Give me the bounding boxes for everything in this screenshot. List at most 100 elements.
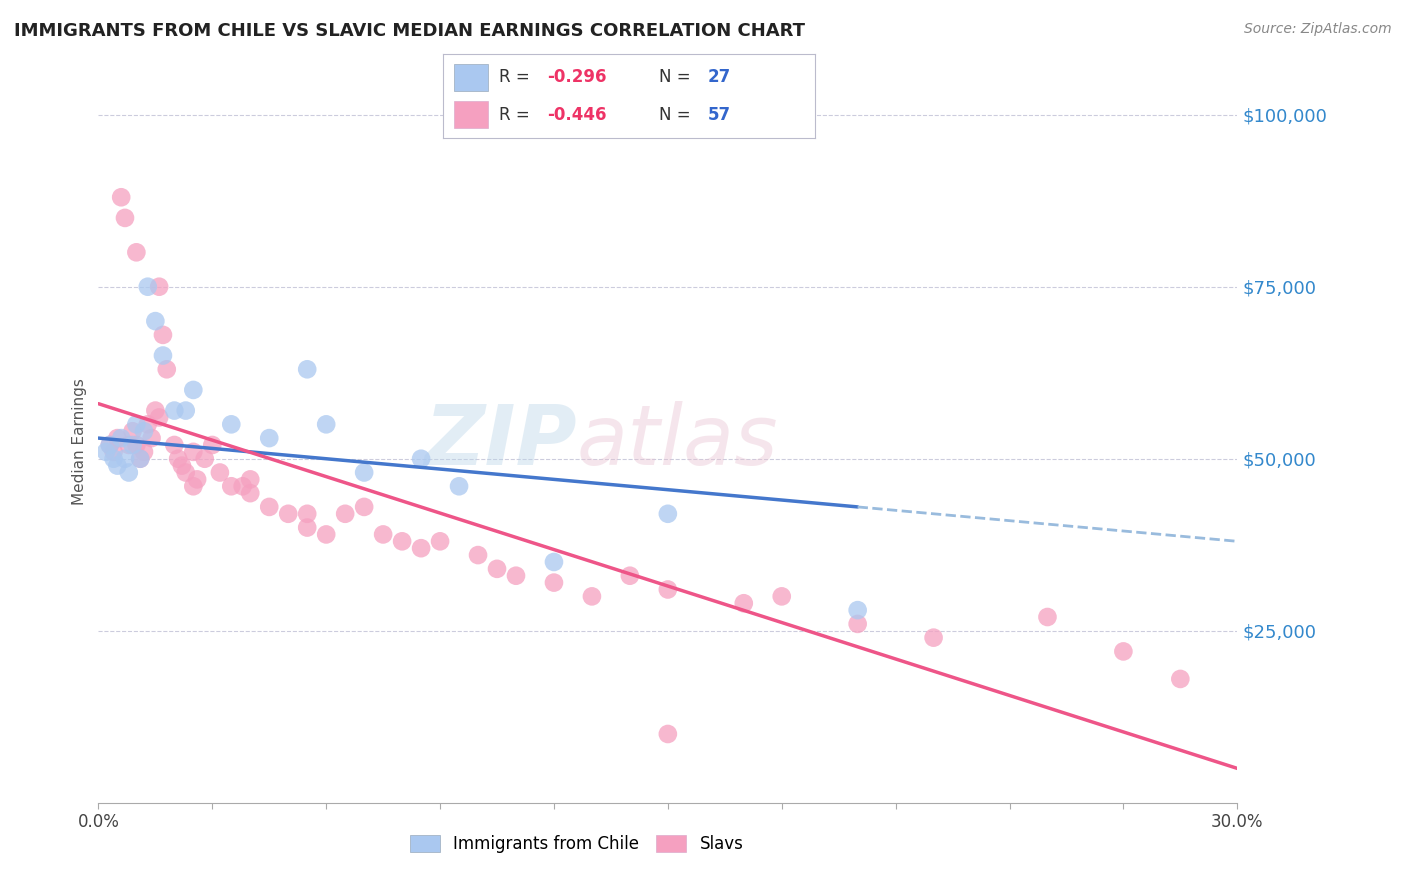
Point [208,466,231,480]
Text: N =: N = [659,105,696,123]
Point [152,327,174,342]
Point [141,431,163,445]
Point [107,458,129,473]
Point [145,403,167,417]
Point [277,507,299,521]
Point [156,362,179,376]
Point [98,438,121,452]
Point [353,466,375,480]
Point [136,279,159,293]
Text: N =: N = [659,69,696,87]
Point [221,417,243,432]
Point [107,431,129,445]
Point [152,349,174,363]
Point [505,568,527,582]
Bar [454,101,488,128]
Point [1036,610,1059,624]
Point [391,534,413,549]
Point [148,410,170,425]
Text: R =: R = [499,105,534,123]
Point [447,479,470,493]
Point [335,507,357,521]
Point [486,562,509,576]
Point [114,451,136,466]
Point [145,314,167,328]
Y-axis label: Median Earnings: Median Earnings [72,378,87,505]
Point [232,479,254,493]
Point [297,507,319,521]
Point [1112,644,1135,658]
Text: 27: 27 [707,69,731,87]
Point [315,417,337,432]
Point [183,479,205,493]
Point [174,466,197,480]
Text: ZIP: ZIP [425,401,576,482]
Point [183,445,205,459]
Point [846,616,869,631]
Point [118,438,141,452]
Point [770,590,793,604]
Point [221,479,243,493]
Point [657,507,679,521]
Point [411,541,433,556]
Point [411,451,433,466]
Point [136,417,159,432]
Point [94,445,117,459]
Point [259,500,281,514]
Point [619,568,641,582]
Point [315,527,337,541]
Point [129,451,152,466]
Point [163,438,186,452]
Text: atlas: atlas [576,401,779,482]
Point [543,575,565,590]
Point [163,403,186,417]
Point [125,245,148,260]
Point [1170,672,1192,686]
Point [132,424,155,438]
Point [121,438,143,452]
Point [132,445,155,459]
Point [657,727,679,741]
Point [170,458,193,473]
Bar [454,63,488,91]
Point [194,451,217,466]
Point [98,438,121,452]
Point [733,596,755,610]
Point [297,520,319,534]
Point [922,631,945,645]
Point [148,279,170,293]
Point [297,362,319,376]
Point [201,438,224,452]
Point [125,438,148,452]
Point [103,451,125,466]
Text: R =: R = [499,69,534,87]
Point [239,472,262,486]
Point [371,527,394,541]
Legend: Immigrants from Chile, Slavs: Immigrants from Chile, Slavs [404,828,749,860]
Point [186,472,208,486]
Point [103,445,125,459]
Text: Source: ZipAtlas.com: Source: ZipAtlas.com [1244,22,1392,37]
Point [114,211,136,225]
Point [429,534,451,549]
Text: -0.446: -0.446 [547,105,607,123]
Point [110,431,132,445]
Point [353,500,375,514]
Point [118,466,141,480]
Point [259,431,281,445]
Text: -0.296: -0.296 [547,69,607,87]
Point [167,451,190,466]
Point [657,582,679,597]
Text: 57: 57 [707,105,731,123]
Point [121,424,143,438]
Point [174,403,197,417]
Point [846,603,869,617]
Point [110,190,132,204]
Text: IMMIGRANTS FROM CHILE VS SLAVIC MEDIAN EARNINGS CORRELATION CHART: IMMIGRANTS FROM CHILE VS SLAVIC MEDIAN E… [14,22,806,40]
Point [125,417,148,432]
Point [183,383,205,397]
Point [129,451,152,466]
Point [239,486,262,500]
Point [467,548,489,562]
Point [543,555,565,569]
